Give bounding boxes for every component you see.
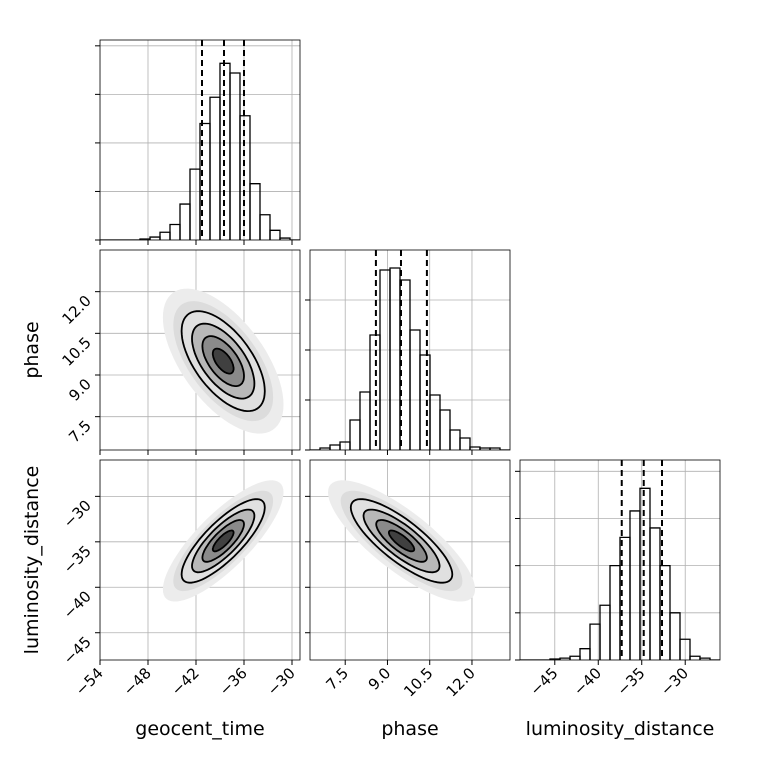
y-tick-label: 9.0 (65, 375, 95, 405)
x-tick-label: −30 (657, 664, 692, 699)
histogram-bin (389, 267, 401, 450)
y-tick-label: −40 (60, 587, 95, 622)
histogram-bin (439, 409, 451, 450)
panel: −54 −48 −42 −36 −30 −30 −35 −40 −45 geocent_time l… (21, 459, 301, 740)
plot-area (310, 250, 510, 450)
plot-area (100, 460, 300, 660)
contour (387, 529, 416, 553)
x-tick-label: 7.5 (322, 664, 352, 694)
x-tick-label: −35 (613, 664, 648, 699)
histogram-bin (699, 657, 711, 660)
histogram-bin (579, 648, 591, 660)
histogram-bin (379, 269, 391, 450)
histogram-bin (649, 527, 661, 660)
histogram-bin (689, 655, 701, 660)
histogram-bin (269, 229, 281, 240)
panel-frame (99, 39, 301, 241)
panel-frame (309, 249, 511, 451)
histogram-bin (489, 447, 501, 450)
y-tick-label: −30 (60, 496, 95, 531)
density-fill (388, 530, 415, 552)
histogram-bin (359, 391, 371, 450)
contour (375, 519, 428, 563)
x-axis-label: phase (381, 718, 438, 740)
panel (95, 39, 301, 245)
histogram-bin (419, 354, 431, 450)
histogram-bin (209, 96, 221, 240)
contour (180, 498, 266, 584)
plot-area (100, 40, 300, 240)
histogram-bin (569, 655, 581, 660)
contour (211, 529, 235, 553)
y-axis-label: luminosity_distance (21, 466, 43, 655)
panel-frame (99, 249, 301, 451)
plot-area (100, 250, 300, 450)
histogram-bin (169, 223, 181, 240)
panel: −45 −40 −35 −30 luminosity_distance (515, 459, 721, 740)
contour (201, 335, 245, 388)
contour (362, 508, 441, 574)
histogram-bin (679, 638, 691, 660)
x-tick-label: −45 (526, 664, 561, 699)
histogram-bin (149, 236, 161, 240)
histogram-bin (159, 231, 171, 240)
panel-frame (99, 459, 301, 661)
histogram-bin (189, 168, 201, 240)
histogram-bin (279, 237, 291, 240)
x-tick-label: −54 (72, 664, 107, 699)
x-axis-label: geocent_time (135, 718, 264, 740)
contour (191, 322, 256, 400)
histogram-bin (329, 444, 341, 450)
contour (211, 347, 235, 375)
y-tick-label: −35 (60, 542, 95, 577)
histogram-bin (669, 612, 681, 660)
histogram-bin (259, 214, 271, 240)
histogram-bin (179, 203, 191, 240)
histogram-bin (459, 437, 471, 450)
x-tick-label: −42 (168, 664, 203, 699)
panel-frame (309, 459, 511, 661)
histogram-bin (429, 394, 441, 450)
y-tick-label: 10.5 (58, 333, 94, 369)
histogram-bin (249, 183, 261, 240)
x-tick-label: −40 (570, 664, 605, 699)
contour (191, 508, 256, 574)
histogram-bin (599, 604, 611, 660)
contour (180, 310, 266, 413)
y-tick-label: −45 (60, 633, 95, 668)
y-tick-label: 12.0 (58, 292, 94, 328)
y-axis-label: phase (21, 321, 43, 378)
x-tick-label: −30 (264, 664, 299, 699)
density-fill (212, 530, 234, 552)
x-tick-label: −36 (216, 664, 251, 699)
histogram-bin (469, 446, 481, 450)
density-fill (212, 348, 234, 374)
histogram-bin (229, 72, 241, 240)
panel-frame (519, 459, 721, 661)
panel: 7.5 9.0 10.5 12.0 phase (21, 249, 301, 455)
histogram-bin (349, 419, 361, 450)
x-tick-label: 10.5 (400, 664, 436, 700)
histogram-bin (629, 510, 641, 660)
x-tick-label: −48 (120, 664, 155, 699)
x-axis-label: luminosity_distance (526, 718, 715, 740)
contour (201, 519, 245, 563)
histogram-bin (449, 429, 461, 450)
x-tick-label: 12.0 (442, 664, 478, 700)
contour (349, 498, 454, 584)
y-tick-label: 7.5 (65, 417, 95, 447)
panel (305, 249, 511, 455)
plot-area (520, 460, 720, 660)
histogram-bin (409, 329, 421, 450)
plot-area (310, 460, 510, 660)
x-tick-label: 9.0 (365, 664, 395, 694)
